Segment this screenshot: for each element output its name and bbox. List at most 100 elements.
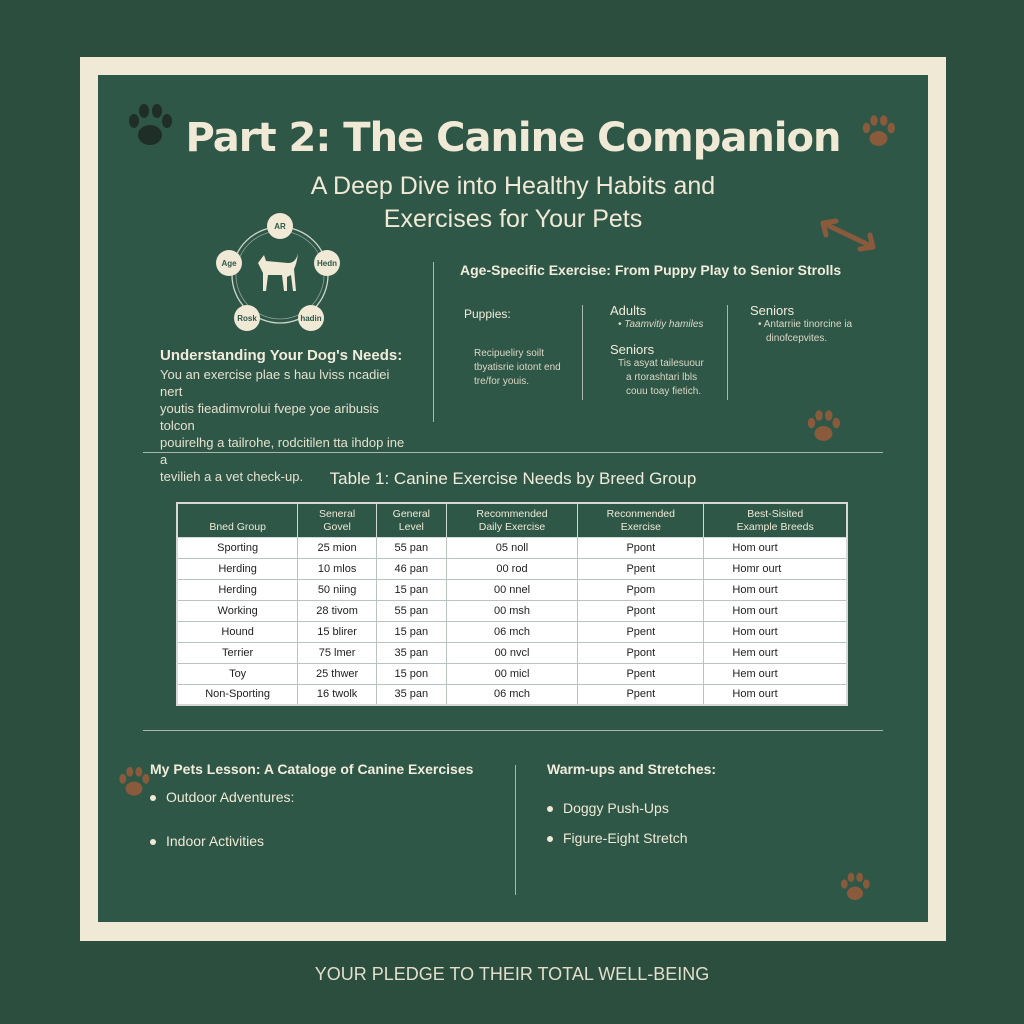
catalog-heading: My Pets Lesson: A Catalogе of Canine Exe… (150, 761, 474, 777)
table-cell: Ppont (577, 536, 705, 559)
table-cell: Hom ourt (703, 536, 848, 559)
table-cell: 06 mch (445, 683, 579, 706)
table-row: Herding 10 mlos 46 pan 00 rod Ppent Homr ourt (176, 557, 848, 580)
paw-print-icon (119, 766, 150, 796)
warmups-heading: Warm-ups and Stretches: (547, 761, 717, 777)
table-cell: 10 mlos (297, 557, 377, 580)
diagram-node: Rosk (234, 305, 260, 331)
table-cell: 35 pan (375, 683, 447, 706)
diagram-node: Hedn (314, 250, 340, 276)
seniors-column: Seniors • Antarriie tinorcine ia dinofcep… (750, 303, 853, 344)
table-cell: Herding (176, 557, 299, 580)
table-row: Sporting 25 mion 55 pan 05 noll Ppont Hom our… (176, 536, 848, 559)
footer-tagline: YOUR PLEDGE TO THEIR TOTAL WELL-BEING (314, 964, 710, 984)
table-cell: 55 pan (375, 599, 447, 622)
table-cell: 15 pon (375, 662, 447, 685)
table-cell: 25 thwer (297, 662, 377, 685)
table-cell: Homr ourt (703, 557, 848, 580)
paw-print-icon (841, 872, 870, 900)
subtitle: A Deep Dive into Healthy Habits and Exerc… (310, 172, 716, 233)
table-cell: 15 blirer (297, 620, 377, 643)
table-cell: 00 msh (445, 599, 579, 622)
table-cell: Ppent (577, 620, 705, 643)
table-cell: Non-Sporting (176, 683, 299, 706)
table-cell: 05 noll (445, 536, 579, 559)
table-cell: Toy (176, 662, 299, 685)
divider (582, 305, 583, 400)
table-cell: Ppent (577, 683, 705, 706)
table-cell: Ppent (577, 557, 705, 580)
table-cell: 15 pan (375, 578, 447, 601)
table-cell: 00 nvcl (445, 641, 579, 664)
divider (143, 452, 883, 453)
table-row: Hound 15 blirer 15 pan 06 mch Ppent Hom ourt (176, 620, 848, 643)
list-item: Figure-Eight Stretch (547, 830, 847, 846)
table-row: Non-Sporting 16 twolk 35 pan 06 mch Ppent Hom… (176, 683, 848, 706)
diagram-node: hadin (298, 305, 324, 331)
table-cell: 75 lmer (297, 641, 377, 664)
needs-text: You an exercise plae s hau lviss ncadiei… (160, 367, 405, 484)
paw-print-icon (807, 410, 840, 441)
warmups-section: Warm-ups and Stretches: Doggy Push-Ups F… (547, 761, 847, 846)
column-header: Best-Sisited Example Breeds (703, 502, 848, 538)
table-cell: 00 nnel (445, 578, 579, 601)
table-cell: 50 niing (297, 578, 377, 601)
column-header: Seneral Govel (297, 502, 377, 538)
table-row: Terrier 75 lmer 35 pan 00 nvcl Ppont Hem ourt (176, 641, 848, 664)
puppies-column: Puppies: Recipueliry soilt tbyatisrie iot… (464, 307, 561, 387)
poster-frame: Part 2: The Canine Companion A Deep Dive… (80, 57, 946, 941)
list-item: Indoor Activities (150, 833, 510, 849)
column-header: Recommended Daily Exercise (445, 502, 579, 538)
table-cell: 28 tivom (297, 599, 377, 622)
table-row: Toy 25 thwer 15 pon 00 micl Ppent Hem ourt (176, 662, 848, 685)
double-arrow-icon (820, 218, 876, 252)
divider (143, 730, 883, 731)
table-cell: 55 pan (375, 536, 447, 559)
column-header: Bned Group (176, 502, 299, 538)
table-cell: Hom ourt (703, 599, 848, 622)
divider (727, 305, 728, 400)
list-item: Doggy Push-Ups (547, 800, 847, 816)
list-item: Outdoor Adventures: (150, 789, 510, 805)
needs-heading: Understanding Your Dog's Needs: (160, 347, 403, 364)
table-cell: 00 rod (445, 557, 579, 580)
table-cell: Working (176, 599, 299, 622)
table-cell: Hom ourt (703, 578, 848, 601)
diagram-node: Age (216, 250, 242, 276)
table-cell: Ppom (577, 578, 705, 601)
table-cell: Hem ourt (703, 641, 848, 664)
table-cell: Ppont (577, 599, 705, 622)
table-cell: 00 micl (445, 662, 579, 685)
table-cell: Sporting (176, 536, 299, 559)
table-cell: 46 pan (375, 557, 447, 580)
table-cell: Ppent (577, 662, 705, 685)
divider (515, 765, 516, 895)
table-cell: 06 mch (445, 620, 579, 643)
paw-print-icon (129, 104, 172, 145)
poster-panel: Part 2: The Canine Companion A Deep Dive… (98, 75, 928, 922)
diagram-node: AR (267, 213, 293, 239)
dog-silhouette-icon (258, 253, 298, 291)
table-cell: Herding (176, 578, 299, 601)
page-title: Part 2: The Canine Companion (185, 115, 842, 161)
table-cell: 25 mion (297, 536, 377, 559)
table-row: Herding 50 niing 15 pan 00 nnel Ppom Hom ourt (176, 578, 848, 601)
needs-section: Understanding Your Dog's Needs: You an e… (160, 347, 410, 485)
table-cell: Hom ourt (703, 683, 848, 706)
table-cell: 15 pan (375, 620, 447, 643)
table-cell: Terrier (176, 641, 299, 664)
table-cell: 16 twolk (297, 683, 377, 706)
table-cell: Hem ourt (703, 662, 848, 685)
adults-column: Adults • Taamvitiy hamiles Seniors Tis a… (610, 303, 704, 397)
age-heading: Age-Specific Exercise: From Puppy Play t… (460, 262, 842, 278)
catalog-section: My Pets Lesson: A Catalogе of Canine Exe… (150, 761, 510, 849)
divider (433, 262, 434, 422)
table-cell: Hom ourt (703, 620, 848, 643)
table-cell: Hound (176, 620, 299, 643)
table-row: Working 28 tivom 55 pan 00 msh Ppont Hom ourt (176, 599, 848, 622)
column-header: Reconmended Exercise (577, 502, 705, 538)
column-header: General Level (375, 502, 447, 538)
paw-print-icon (862, 115, 895, 146)
table-cell: Ppont (577, 641, 705, 664)
breed-exercise-table: Bned Group Seneral Govel General Level Recomm… (176, 502, 848, 706)
